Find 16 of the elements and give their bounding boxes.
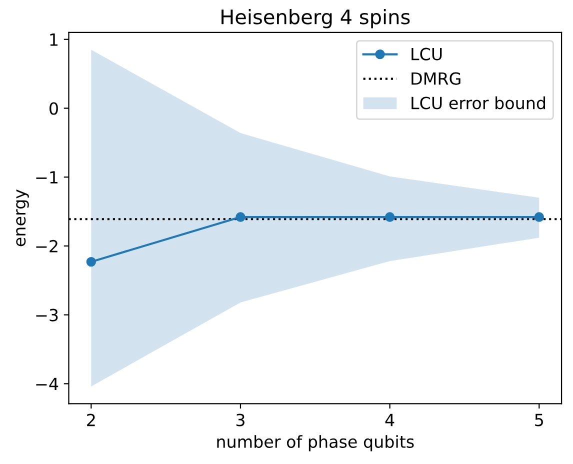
x-tick-label: 2: [87, 414, 95, 426]
chart-title: Heisenberg 4 spins: [222, 8, 410, 28]
y-tick-label: −1: [36, 171, 58, 184]
y-tick-label: 1: [50, 34, 58, 46]
x-tick-label: 4: [385, 414, 394, 426]
y-tick-label: −2: [36, 240, 58, 252]
legend-label: DMRG: [412, 72, 460, 85]
legend-label: LCU: [412, 48, 442, 60]
y-tick-label: −3: [36, 308, 58, 322]
legend-label: LCU error bound: [412, 96, 546, 110]
x-axis-title: number of phase qubits: [217, 435, 414, 452]
x-tick-label: 5: [535, 414, 543, 426]
y-tick-label: −4: [36, 378, 58, 390]
x-tick-label: 3: [236, 414, 244, 426]
y-tick-label: 0: [50, 102, 58, 115]
y-axis-title: energy: [16, 190, 29, 246]
